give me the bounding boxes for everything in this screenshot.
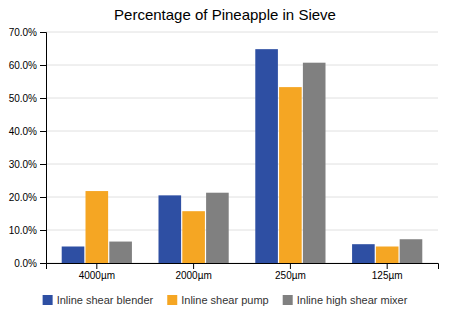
bar bbox=[109, 242, 132, 263]
legend-item: Inline shear blender bbox=[43, 294, 154, 306]
title: Percentage of Pineapple in Sieve bbox=[114, 6, 336, 23]
grid-line bbox=[46, 65, 438, 66]
tick-mark bbox=[387, 263, 388, 269]
tick: 40.0% bbox=[9, 126, 46, 137]
tick-label: 20.0% bbox=[9, 192, 37, 203]
series bbox=[109, 63, 422, 263]
tick-label: 250µm bbox=[275, 270, 306, 281]
legend-swatch bbox=[283, 295, 293, 305]
bar bbox=[376, 247, 399, 264]
tick-mark bbox=[40, 32, 46, 33]
legend-label: Inline high shear mixer bbox=[297, 294, 408, 306]
legend-item: Inline high shear mixer bbox=[283, 294, 408, 306]
bar bbox=[279, 87, 302, 263]
tick: 125µm bbox=[372, 263, 403, 281]
legend-label: Inline shear pump bbox=[181, 294, 268, 306]
tick: 250µm bbox=[275, 263, 306, 281]
tick-mark bbox=[40, 263, 46, 264]
tick: 20.0% bbox=[9, 192, 46, 203]
legend: Inline shear blender Inline shear pump Inl… bbox=[43, 294, 408, 306]
tick-label: 125µm bbox=[372, 270, 403, 281]
axis-line bbox=[47, 264, 439, 270]
grid-line bbox=[46, 164, 438, 165]
tick-mark bbox=[40, 131, 46, 132]
tick: 10.0% bbox=[9, 225, 46, 236]
tick-label: 4000µm bbox=[79, 270, 115, 281]
bars bbox=[62, 49, 423, 263]
tick: 30.0% bbox=[9, 159, 46, 170]
series bbox=[86, 87, 399, 263]
grid-line bbox=[46, 98, 438, 99]
axis-line bbox=[40, 33, 47, 264]
legend-swatch bbox=[167, 295, 177, 305]
tick: 4000µm bbox=[79, 263, 115, 281]
tick-label: 70.0% bbox=[9, 27, 37, 38]
bar bbox=[206, 193, 229, 263]
tick: 70.0% bbox=[9, 27, 46, 38]
tick-mark bbox=[40, 65, 46, 66]
tick-mark bbox=[96, 263, 97, 269]
bar bbox=[158, 195, 181, 263]
grid bbox=[46, 32, 438, 263]
series bbox=[62, 49, 375, 263]
tick-label: 30.0% bbox=[9, 159, 37, 170]
legend-label: Inline shear blender bbox=[57, 294, 154, 306]
tick-mark bbox=[193, 263, 194, 269]
grid-line bbox=[46, 131, 438, 132]
tick-mark bbox=[290, 263, 291, 269]
tick-label: 60.0% bbox=[9, 60, 37, 71]
bar bbox=[86, 191, 109, 263]
tick: 0.0% bbox=[14, 258, 46, 269]
bar bbox=[182, 211, 205, 263]
y-axis: 0.0% 10.0% 20.0% 30.0% 40.0% 50.0% 60.0% 70.0% bbox=[9, 27, 47, 269]
legend-item: Inline shear pump bbox=[167, 294, 268, 306]
tick: 2000µm bbox=[175, 263, 211, 281]
tick-mark bbox=[40, 197, 46, 198]
x-axis: 4000µm 2000µm 250µm 125µm bbox=[47, 263, 439, 281]
grid-line bbox=[46, 32, 438, 33]
bar bbox=[255, 49, 278, 263]
bar bbox=[400, 239, 423, 263]
tick-label: 40.0% bbox=[9, 126, 37, 137]
legend-swatch bbox=[43, 295, 53, 305]
tick-label: 0.0% bbox=[14, 258, 37, 269]
tick-mark bbox=[40, 98, 46, 99]
tick-mark bbox=[40, 164, 46, 165]
bar bbox=[303, 63, 326, 263]
bar bbox=[62, 247, 85, 264]
tick-label: 10.0% bbox=[9, 225, 37, 236]
tick-mark bbox=[40, 230, 46, 231]
bar bbox=[352, 244, 375, 263]
tick: 60.0% bbox=[9, 60, 46, 71]
tick-label: 2000µm bbox=[175, 270, 211, 281]
plot: 0.0% 10.0% 20.0% 30.0% 40.0% 50.0% 60.0% 70.0% 4… bbox=[9, 27, 439, 281]
tick-label: 50.0% bbox=[9, 93, 37, 104]
tick: 50.0% bbox=[9, 93, 46, 104]
chart: 0.0% 10.0% 20.0% 30.0% 40.0% 50.0% 60.0% 70.0% 4… bbox=[0, 0, 450, 315]
